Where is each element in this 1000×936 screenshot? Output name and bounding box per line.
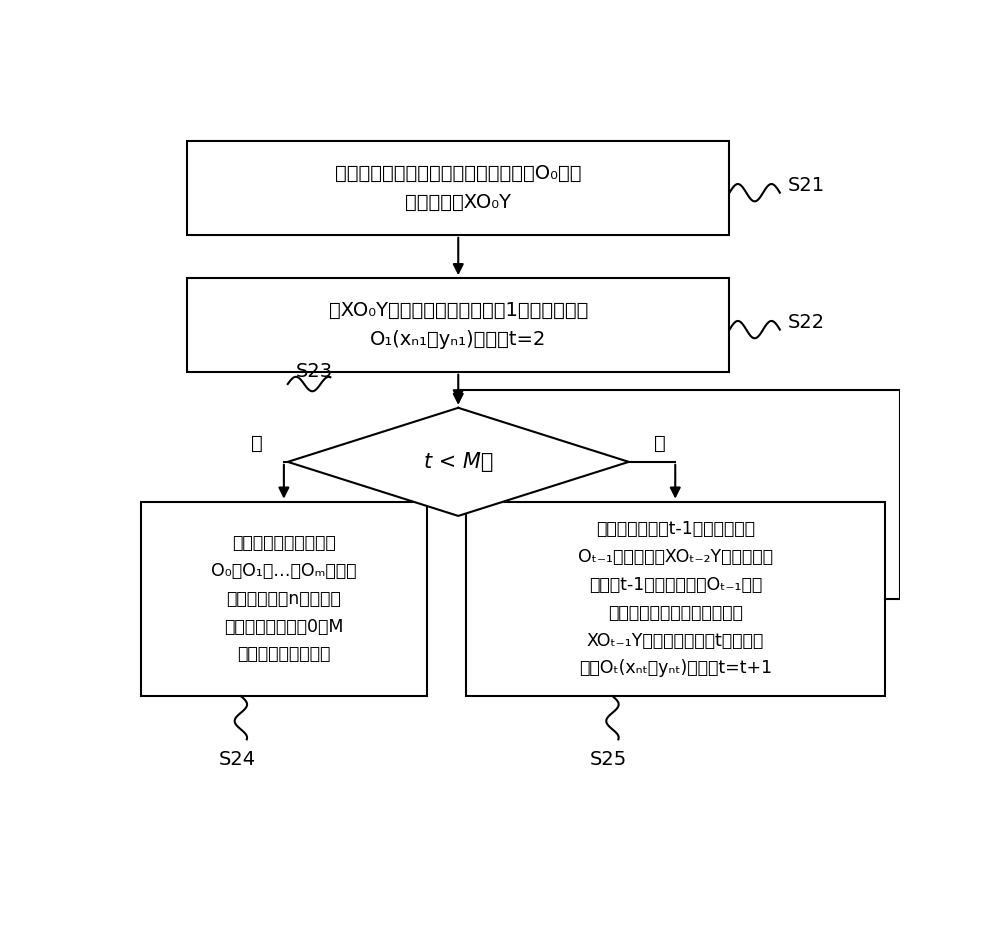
Text: 在绘图平面内定义任意一点为初始原点O₀，并
建立坐标系XO₀Y: 在绘图平面内定义任意一点为初始原点O₀，并 建立坐标系XO₀Y [335, 164, 582, 212]
Text: S21: S21 [788, 176, 825, 195]
Text: 将绘图平面内得到的点
O₀、O₁、…、Oₘ相继连
接得到当前第n个深度的
传感器所处位置在0至M
时刻内的水流状况图: 将绘图平面内得到的点 O₀、O₁、…、Oₘ相继连 接得到当前第n个深度的 传感器… [211, 534, 357, 664]
FancyBboxPatch shape [140, 502, 427, 696]
FancyBboxPatch shape [187, 141, 729, 235]
Text: S22: S22 [788, 313, 825, 332]
Text: 是: 是 [654, 434, 666, 453]
Text: 将绘制采集时刻t-1的流速坐标点
Oₜ₋₁时的坐标系XOₜ₋₂Y平移至以采
集时刻t-1的流速坐标点Oₜ₋₁为原
点的位置，在得到的新坐标系
XOₜ₋₁Y内绘制: 将绘制采集时刻t-1的流速坐标点 Oₜ₋₁时的坐标系XOₜ₋₂Y平移至以采 集时… [578, 520, 773, 678]
Text: S23: S23 [296, 362, 333, 381]
Text: S24: S24 [218, 750, 256, 769]
Text: 在XO₀Y坐标系内绘制采集时刻1的流速坐标点
O₁(xₙ₁，yₙ₁)，并令t=2: 在XO₀Y坐标系内绘制采集时刻1的流速坐标点 O₁(xₙ₁，yₙ₁)，并令t=2 [329, 300, 588, 349]
Text: S25: S25 [590, 750, 627, 769]
Polygon shape [288, 408, 629, 516]
Text: 否: 否 [251, 434, 263, 453]
FancyBboxPatch shape [187, 278, 729, 372]
Text: t < M？: t < M？ [424, 452, 493, 472]
FancyBboxPatch shape [466, 502, 885, 696]
